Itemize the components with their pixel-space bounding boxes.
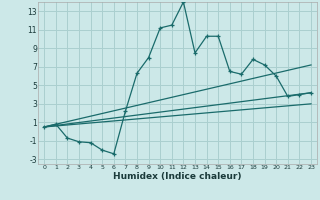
X-axis label: Humidex (Indice chaleur): Humidex (Indice chaleur) bbox=[113, 172, 242, 181]
